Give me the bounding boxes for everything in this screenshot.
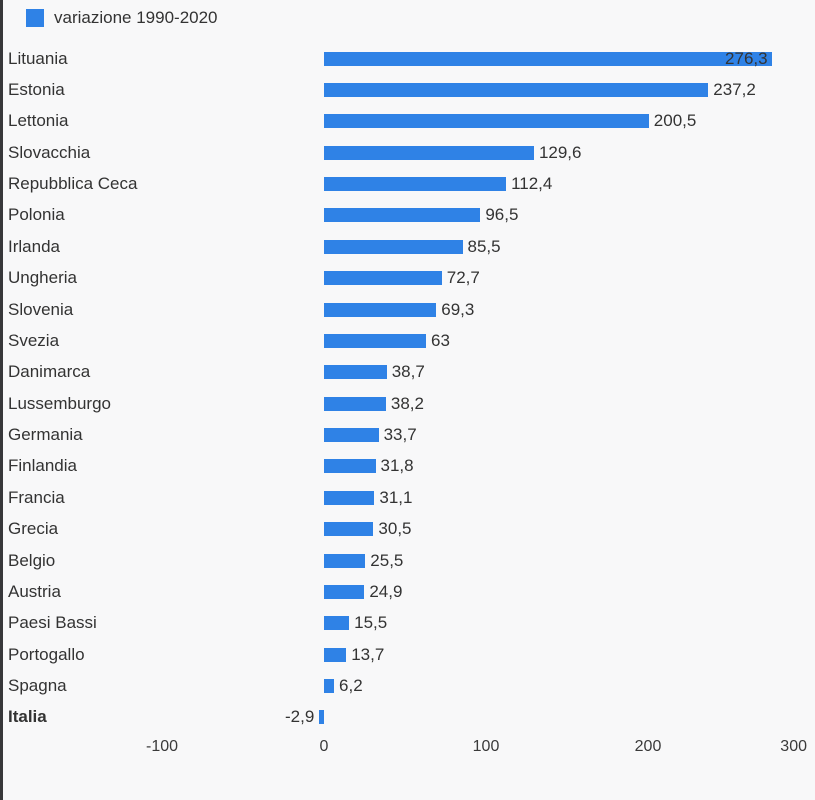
x-axis-tick-label: -100 [145,738,179,755]
category-label: Danimarca [8,362,91,382]
bar[interactable] [324,616,350,631]
value-label: 13,7 [351,644,385,664]
legend-label: variazione 1990-2020 [54,8,218,27]
category-label: Repubblica Ceca [8,174,138,194]
value-label: 200,5 [653,111,697,131]
x-axis-tick-label: 300 [780,738,807,755]
bar[interactable] [324,333,427,348]
left-border-line [0,0,3,800]
bar[interactable] [324,82,709,97]
value-label: 112,4 [511,174,553,194]
bar[interactable] [324,51,772,66]
bar[interactable] [324,679,335,694]
category-label: Belgio [8,550,56,570]
category-label: Ungheria [8,268,77,288]
value-label: 6,2 [339,676,363,696]
value-label: 72,7 [446,268,480,288]
value-label: 129,6 [538,142,582,162]
legend-swatch [26,9,44,27]
category-label: Germania [8,425,83,445]
x-axis-tick-label: 100 [472,738,500,755]
value-label: 24,9 [369,581,403,601]
category-label: Finlandia [8,456,77,476]
value-label: 69,3 [441,299,475,319]
category-label: Svezia [8,330,60,350]
category-label: Spagna [8,676,67,696]
bar[interactable] [324,239,463,254]
bar[interactable] [324,490,375,505]
bar[interactable] [324,145,534,160]
bar[interactable] [324,396,386,411]
category-label: Lettonia [8,111,69,131]
category-label: Lussemburgo [8,393,112,413]
value-label: 25,5 [370,550,404,570]
value-label: 38,2 [390,393,424,413]
category-label: Italia [8,707,47,727]
value-label: 31,8 [380,456,414,476]
value-label: 237,2 [713,79,756,99]
value-label: -2,9 [285,707,315,727]
category-label: Estonia [8,79,65,99]
bar[interactable] [324,365,387,380]
bar[interactable] [324,302,437,317]
category-label: Polonia [8,205,65,225]
legend: variazione 1990-2020 [26,8,218,28]
value-label: 63 [431,330,450,350]
value-label: 85,5 [467,236,501,256]
category-label: Grecia [8,519,59,539]
value-label: 96,5 [485,205,519,225]
value-label: 30,5 [378,519,412,539]
bar[interactable] [324,459,376,474]
bar[interactable] [319,710,324,725]
category-label: Slovacchia [8,142,91,162]
bar[interactable] [324,208,481,223]
category-label: Slovenia [8,299,74,319]
category-label: Portogallo [8,644,85,664]
bar[interactable] [324,271,442,286]
x-axis-tick-label: 0 [319,738,329,755]
category-label: Paesi Bassi [8,613,97,633]
bar[interactable] [324,177,507,192]
category-label: Lituania [8,48,68,68]
bar[interactable] [324,584,365,599]
value-label: 31,1 [379,487,413,507]
value-label: 33,7 [383,425,417,445]
value-label: 38,7 [391,362,425,382]
bar[interactable] [324,428,379,443]
bar[interactable] [324,647,347,662]
value-label: 276,3 [725,48,768,68]
bar[interactable] [324,553,366,568]
bar[interactable] [324,114,649,129]
value-label: 15,5 [354,613,388,633]
category-label: Austria [8,581,61,601]
category-label: Irlanda [8,236,60,256]
x-axis-tick-label: 200 [634,738,662,755]
category-label: Francia [8,487,65,507]
bar[interactable] [324,522,374,537]
